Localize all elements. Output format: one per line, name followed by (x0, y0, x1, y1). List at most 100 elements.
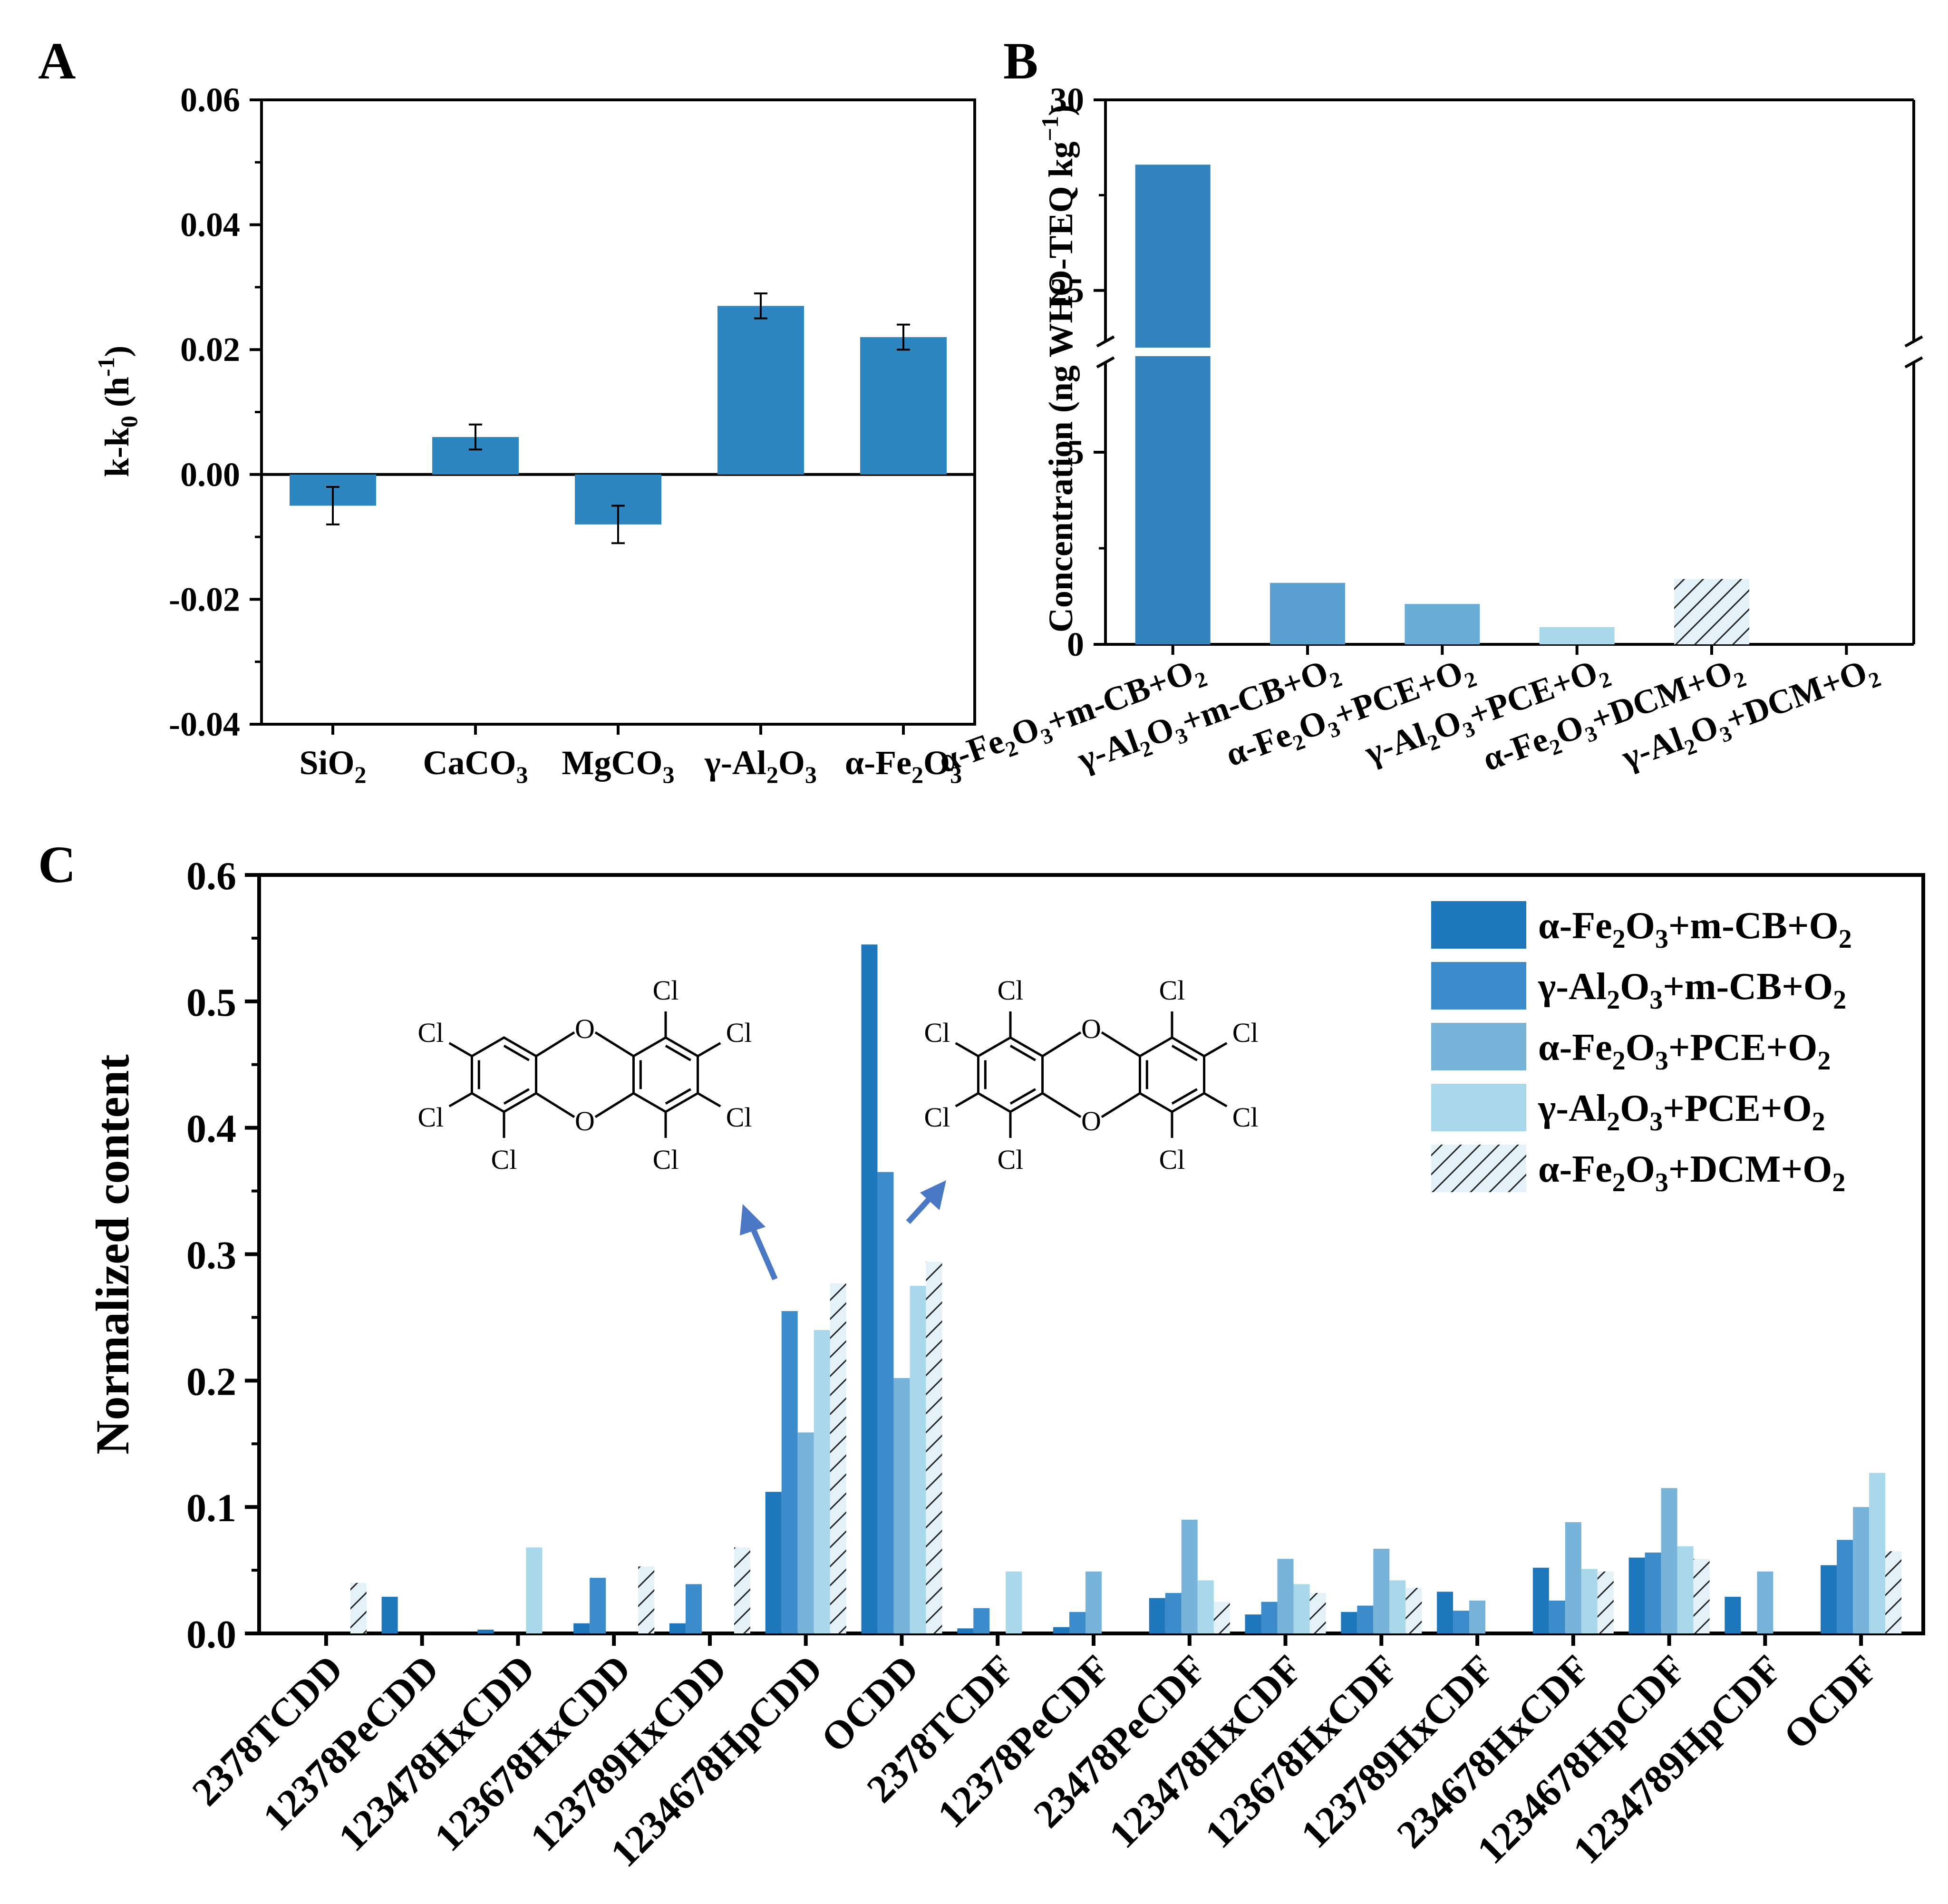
bar-123678HxCDF-s3 (1373, 1548, 1390, 1633)
bond (697, 1042, 721, 1058)
bar-23478PeCDF-s3 (1181, 1519, 1198, 1633)
y-tick-label: 0.1 (186, 1486, 236, 1530)
bar-123678HxCDF-s1 (1341, 1612, 1357, 1633)
left-ring (470, 1036, 538, 1113)
legend-label-1: α-Fe2O3+m-CB+O2 (1538, 905, 1852, 954)
bar-123678HxCDF-s4 (1389, 1580, 1406, 1633)
double-bond (1009, 1088, 1036, 1105)
double-bond (1171, 1088, 1198, 1105)
y-tick-label: 0.02 (180, 330, 240, 369)
panel-b-frame (1096, 98, 1923, 646)
x-tick-label: α-Fe2O3 (845, 744, 962, 788)
x-tick-label: OCDF (1775, 1647, 1887, 1758)
bar-1234678HpCDF-s3 (1661, 1488, 1677, 1633)
y-tick-label: 0.4 (186, 1107, 236, 1151)
chlorine-atom: Cl (1232, 1102, 1259, 1133)
y-tick-label: -0.04 (169, 705, 240, 743)
arrow-to-ocdd (906, 1180, 946, 1224)
arrow-to-hpcdd (740, 1204, 778, 1281)
bond (1203, 1092, 1228, 1107)
bar-123789HxCDF-s3 (1469, 1600, 1486, 1633)
bar-1234678HpCDD-s5 (830, 1283, 846, 1633)
bar-23478PeCDF-s5 (1213, 1602, 1230, 1633)
chlorine-atom: Cl (726, 1017, 752, 1048)
legend-label-5: α-Fe2O3+DCM+O2 (1538, 1148, 1845, 1197)
chlorine-atom: Cl (653, 975, 679, 1006)
bar-23478PeCDF-s4 (1197, 1580, 1214, 1633)
panel-c-legend: α-Fe2O3+m-CB+O2 γ-Al2O3+m-CB+O2 α-Fe2O3+PC… (1431, 901, 1852, 1197)
bar-234678HxCDF-s3 (1565, 1522, 1581, 1633)
oxygen-atom: O (1081, 1106, 1101, 1137)
chlorine-atom: Cl (1159, 975, 1185, 1006)
y-tick-label: -0.02 (169, 580, 240, 618)
bond (1042, 1092, 1082, 1118)
double-bond (665, 1088, 691, 1105)
chlorine-atom: Cl (653, 1144, 679, 1175)
chlorine-atom: Cl (417, 1017, 444, 1048)
bar-1234678HpCDF-s1 (1628, 1557, 1645, 1633)
x-tick-label: γ-Al2O3 (704, 744, 817, 788)
bar-123478HxCDF-s1 (1245, 1614, 1261, 1633)
panel-c-y-ticks: 0.0 0.1 0.2 0.3 0.4 0.5 0.6 (186, 854, 259, 1657)
double-bond (503, 1088, 530, 1105)
bar-123678HxCDD-s2 (590, 1578, 606, 1633)
bar-OCDF-s1 (1821, 1565, 1837, 1633)
bar-123478HxCDD-s4 (526, 1547, 543, 1633)
bar-234678HxCDF-s4 (1581, 1569, 1598, 1633)
bar-1234678HpCDF-s2 (1645, 1552, 1661, 1633)
oxygen-atom: O (1081, 1013, 1101, 1044)
panel-a-chart: -0.04 -0.02 0.00 0.02 0.04 0.06 SiO2 CaCO3 MgCO… (93, 81, 976, 788)
bar-α-Fe2O3+m-CB+O2-upper (1135, 165, 1211, 348)
legend-swatch-1 (1431, 901, 1526, 949)
bar-12378PeCDF-s3 (1085, 1571, 1102, 1633)
legend-label-3: α-Fe2O3+PCE+O2 (1538, 1027, 1831, 1076)
bar-α-Fe2O3+DCM+O2 (1674, 579, 1749, 644)
bond (535, 1031, 575, 1058)
y-tick-label: 25 (1050, 272, 1084, 310)
bond (594, 1031, 634, 1058)
panel-c-letter: C (38, 835, 76, 894)
chlorine-atom: Cl (417, 1102, 444, 1133)
ocdd-structure: O O Cl Cl Cl Cl Cl Cl Cl Cl (924, 975, 1258, 1175)
bar-123789HxCDD-s1 (669, 1623, 686, 1633)
bar-23478PeCDF-s1 (1149, 1598, 1165, 1633)
bond (594, 1092, 634, 1118)
bar-123478HxCDF-s5 (1309, 1593, 1326, 1633)
y-tick-label: 0 (1067, 625, 1084, 663)
right-ring (632, 1036, 699, 1113)
bar-123789HxCDF-s1 (1437, 1592, 1454, 1633)
bar-1234678HpCDD-s1 (765, 1492, 782, 1633)
bond (1203, 1042, 1228, 1058)
bar-2378TCDF-s2 (973, 1608, 990, 1633)
chlorine-atom: Cl (491, 1144, 517, 1175)
panel-b-bars (1135, 165, 1749, 644)
bar-1234678HpCDD-s4 (814, 1330, 830, 1633)
bar-γ-Al2O3+m-CB+O2 (1270, 583, 1345, 644)
double-bond (503, 1044, 530, 1061)
bar-OCDD-s1 (861, 944, 878, 1633)
y-tick-label: 30 (1050, 81, 1084, 119)
bar-2378TCDF-s1 (957, 1628, 974, 1633)
chlorine-atom: Cl (924, 1102, 950, 1133)
oxygen-atom: O (575, 1106, 595, 1137)
y-tick-label: 0.0 (186, 1613, 236, 1657)
bar-123789HxCDF-s2 (1453, 1611, 1470, 1633)
panel-a-x-labels: SiO2 CaCO3 MgCO3 γ-Al2O3 α-Fe2O3 (299, 724, 962, 788)
bond (1042, 1031, 1082, 1058)
break-left-b (1096, 356, 1115, 369)
bar-12378PeCDF-s1 (1053, 1627, 1069, 1633)
bar-123478HxCDF-s2 (1261, 1602, 1278, 1633)
bond (1101, 1092, 1141, 1118)
bar-1234789HpCDF-s3 (1757, 1571, 1774, 1633)
panel-b-chart: 0 5 25 30 α-Fe2O3+m-CB+O2γ-Al2O3+m-CB+O2α-F… (933, 81, 1923, 780)
bar-OCDF-s4 (1869, 1473, 1886, 1633)
bar-OCDD-s3 (893, 1378, 910, 1633)
bar-12378PeCDD-s1 (381, 1596, 398, 1633)
y-tick-label: 0.3 (186, 1234, 236, 1278)
legend-swatch-5 (1431, 1145, 1526, 1192)
right-ring (1138, 1036, 1206, 1113)
panel-b-x-labels: α-Fe2O3+m-CB+O2γ-Al2O3+m-CB+O2α-Fe2O3+PC… (933, 644, 1884, 780)
legend-label-2: γ-Al2O3+m-CB+O2 (1538, 966, 1846, 1015)
bar-1234678HpCDF-s4 (1677, 1546, 1694, 1633)
